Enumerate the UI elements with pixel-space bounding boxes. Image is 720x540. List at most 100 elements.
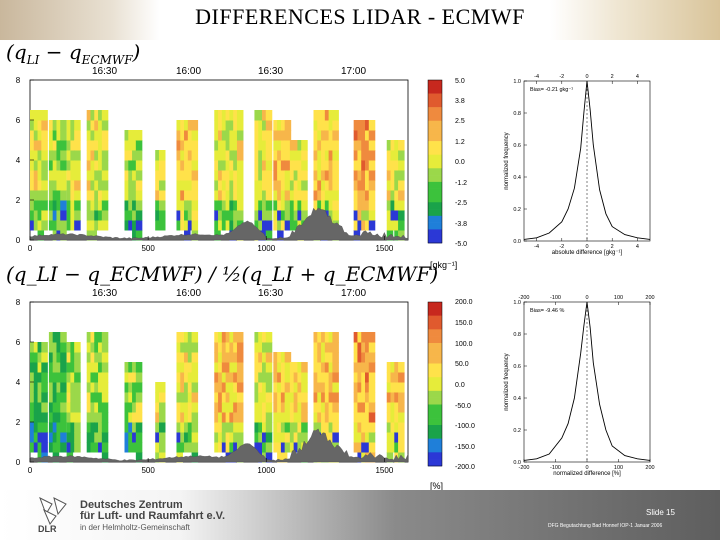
time-label: 16:00 — [176, 288, 202, 299]
heatmap-cell — [101, 442, 109, 453]
heatmap-cell — [86, 230, 94, 241]
heatmap-cell — [90, 432, 97, 443]
heatmap-cell — [132, 372, 139, 383]
heatmap-cell — [132, 412, 139, 423]
heatmap-cell — [184, 412, 191, 423]
heatmap-cell — [301, 372, 308, 383]
heatmap-cell — [254, 210, 261, 221]
heatmap-cell — [236, 160, 244, 171]
heatmap-cell — [48, 200, 56, 211]
heatmap-cell — [289, 190, 297, 201]
heatmap-cell — [233, 220, 240, 231]
heatmap-cell — [236, 352, 244, 363]
heatmap-cell — [41, 200, 48, 211]
heatmap-cell — [98, 362, 105, 373]
heatmap-cell — [277, 230, 284, 241]
heatmap-cell — [284, 362, 292, 373]
heatmap-cell — [56, 210, 63, 221]
heatmap-cell — [37, 402, 45, 413]
heatmap-cell — [187, 342, 195, 353]
heatmap-cell — [66, 210, 74, 221]
heatmap-cell — [33, 220, 41, 231]
colorbar-label: 200.0 — [455, 299, 473, 306]
heatmap-cell — [368, 382, 376, 393]
colorbar-swatch — [428, 425, 442, 433]
heatmap-cell — [101, 190, 109, 201]
colorbar-swatch — [428, 349, 442, 357]
heatmap-cell — [128, 412, 135, 423]
heatmap-cell — [60, 392, 67, 403]
heatmap-cell — [301, 150, 308, 161]
heatmap-cell — [273, 372, 280, 383]
heatmap-cell — [225, 220, 233, 231]
heatmap-cell — [297, 392, 304, 403]
heatmap-cell — [158, 382, 166, 393]
heatmap-cell — [284, 160, 292, 171]
heatmap-cell — [180, 342, 187, 353]
heatmap-cell — [353, 130, 361, 141]
heatmap-cell — [261, 362, 269, 373]
heatmap-cell — [221, 120, 229, 131]
heatmap-cell — [229, 160, 236, 171]
heatmap-cell — [353, 170, 361, 181]
heatmap-cell — [301, 382, 308, 393]
top-tick-label: -4 — [534, 74, 539, 80]
heatmap-cell — [277, 130, 284, 141]
heatmap-cell — [48, 422, 56, 433]
heatmap-cell — [86, 392, 94, 403]
heatmap-cell — [98, 200, 105, 211]
colorbar-swatch — [428, 404, 442, 412]
y-tick-label: 2 — [16, 418, 21, 427]
heatmap-cell — [90, 140, 97, 151]
heatmap-cell — [218, 362, 225, 373]
heatmap-cell — [221, 140, 229, 151]
heatmap-cell — [229, 120, 236, 131]
heatmap-cell — [273, 210, 280, 221]
heatmap-cell — [180, 190, 187, 201]
heatmap-cell — [128, 382, 135, 393]
heatmap-cell — [94, 342, 101, 353]
heatmap-cell — [90, 412, 97, 423]
heatmap-cell — [261, 432, 269, 443]
heatmap-cell — [128, 160, 135, 171]
y-axis-label: normalized frequency — [504, 132, 510, 189]
heatmap-cell — [187, 170, 195, 181]
heatmap-cell — [187, 190, 195, 201]
heatmap-cell — [94, 422, 101, 433]
heatmap-cell — [368, 150, 376, 161]
heatmap-cell — [155, 452, 162, 463]
heatmap-cell — [265, 160, 273, 171]
heatmap-cell — [221, 412, 229, 423]
heatmap-cell — [191, 402, 199, 413]
heatmap-cell — [261, 150, 269, 161]
heatmap-cell — [301, 402, 308, 413]
heatmap-cell — [254, 442, 261, 453]
heatmap-cell — [394, 372, 401, 383]
heatmap-cell — [30, 352, 37, 363]
heatmap-cell — [254, 140, 261, 151]
heatmap-cell — [74, 160, 81, 171]
heatmap-cell — [225, 110, 233, 121]
heatmap-cell — [332, 432, 339, 443]
heatmap-cell — [221, 352, 229, 363]
heatmap-cell — [321, 382, 328, 393]
heatmap-cell — [225, 150, 233, 161]
heatmap-cell — [132, 150, 139, 161]
heatmap-cell — [70, 422, 77, 433]
heatmap-cell — [191, 352, 199, 363]
heatmap-cell — [236, 332, 244, 343]
heatmap-cell — [214, 110, 221, 121]
heatmap-cell — [74, 180, 81, 191]
heatmap-cell — [236, 210, 244, 221]
terrain-profile — [29, 207, 409, 241]
heatmap-cell — [258, 372, 265, 383]
heatmap-cell — [233, 332, 240, 343]
heatmap-cell — [214, 180, 221, 191]
heatmap-cell — [101, 352, 109, 363]
heatmap-cell — [233, 392, 240, 403]
heatmap-cell — [70, 120, 77, 131]
heatmap-cell — [184, 422, 191, 433]
heatmap-cell — [277, 200, 284, 211]
heatmap-cell — [301, 362, 308, 373]
heatmap-cell — [66, 190, 74, 201]
